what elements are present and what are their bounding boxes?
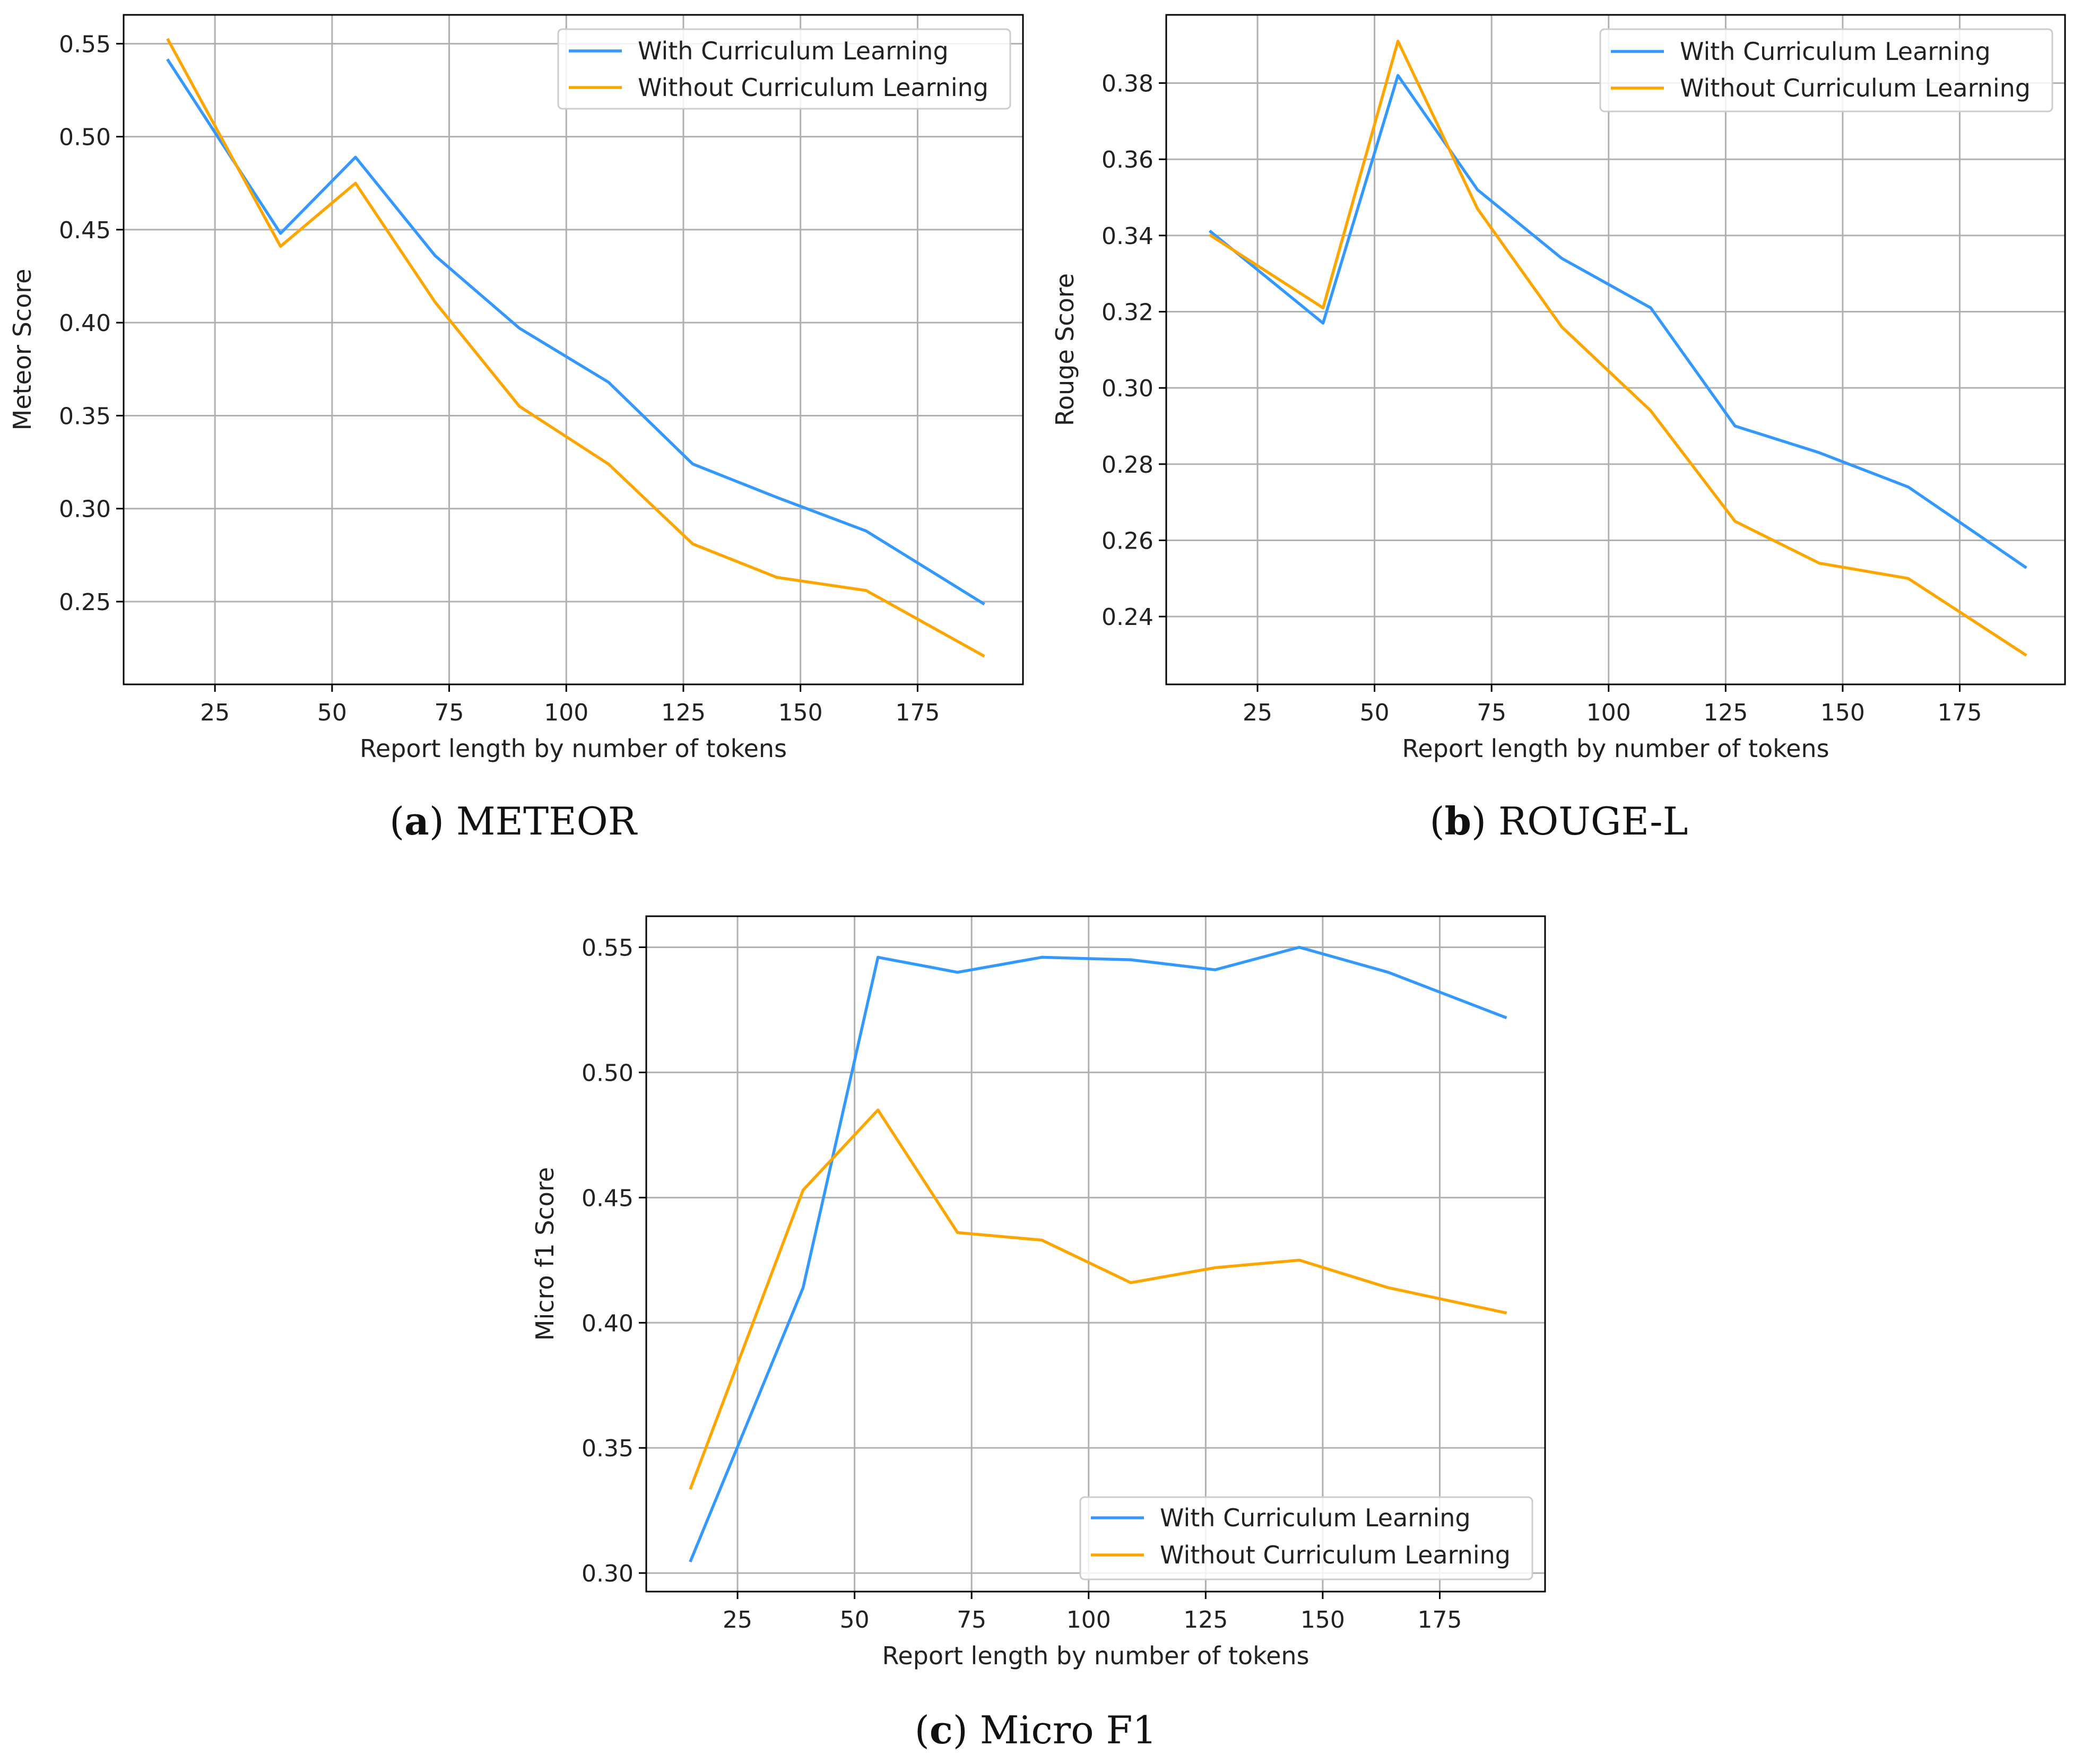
y-tick-label: 0.50	[582, 1059, 634, 1087]
y-tick-label: 0.25	[59, 589, 111, 616]
legend-label-with-curriculum: With Curriculum Learning	[1680, 37, 1991, 66]
caption-text: ROUGE-L	[1498, 799, 1688, 844]
micro-f1-chart: 25 50 75 100 125 150 175 0.30 0.35 0.40 0.45 0.50 0.…	[531, 915, 1546, 1670]
x-tick-label: 125	[661, 699, 706, 726]
caption-text: Micro F1	[979, 1708, 1157, 1752]
x-tick-label: 175	[895, 699, 940, 726]
y-tick-label: 0.32	[1101, 299, 1153, 326]
x-tick-label: 100	[1586, 699, 1631, 726]
x-tick-label: 75	[1477, 699, 1506, 726]
axes-frame	[1165, 14, 2066, 685]
x-tick-label: 150	[1300, 1606, 1345, 1633]
x-tick-label: 175	[1417, 1606, 1462, 1633]
x-tick-label: 25	[200, 699, 230, 726]
axes-frame	[645, 915, 1546, 1593]
x-axis-label: Report length by number of tokens	[360, 734, 787, 763]
caption-letter: b	[1444, 798, 1471, 844]
legend-box	[1599, 28, 2053, 112]
x-tick-label: 50	[840, 1606, 870, 1633]
series-line-with-curriculum	[689, 945, 1507, 1563]
x-tick-label: 175	[1937, 699, 1982, 726]
x-tick-label: 25	[1243, 699, 1272, 726]
series-line-with-curriculum	[166, 58, 985, 606]
legend: With Curriculum Learning Without Curricul…	[557, 28, 1011, 110]
legend: With Curriculum Learning Without Curricul…	[1599, 28, 2053, 112]
legend: With Curriculum Learning Without Curricul…	[1079, 1496, 1533, 1580]
x-axis-label: Report length by number of tokens	[1402, 734, 1829, 763]
series-line-with-curriculum	[1208, 74, 2027, 569]
caption-rouge-l: (b) ROUGE-L	[1429, 798, 1688, 844]
caption-micro-f1: (c) Micro F1	[914, 1707, 1157, 1752]
y-tick-label: 0.34	[1101, 223, 1153, 250]
meteor-chart: 25 50 75 100 125 150 175 0.25 0.30 0.35 0.40 0.45 0.…	[8, 14, 1024, 763]
y-tick-label: 0.36	[1101, 146, 1153, 173]
y-tick-label: 0.28	[1101, 451, 1153, 479]
y-tick-label: 0.55	[59, 31, 111, 58]
y-tick-label: 0.30	[59, 496, 111, 523]
y-tick-label: 0.30	[582, 1560, 634, 1587]
x-tick-label: 100	[1066, 1606, 1111, 1633]
x-tick-label: 125	[1703, 699, 1748, 726]
x-tick-label: 50	[1360, 699, 1390, 726]
x-tick-label: 150	[778, 699, 823, 726]
y-tick-label: 0.50	[59, 124, 111, 151]
series-line-without-curriculum	[166, 38, 985, 658]
series-line-without-curriculum	[689, 1108, 1507, 1490]
y-tick-label: 0.45	[582, 1185, 634, 1212]
y-tick-label: 0.30	[1101, 375, 1153, 402]
y-tick-label: 0.35	[582, 1435, 634, 1462]
series-line-without-curriculum	[1208, 39, 2027, 657]
legend-label-with-curriculum: With Curriculum Learning	[638, 37, 949, 65]
x-tick-label: 25	[723, 1606, 752, 1633]
x-tick-label: 125	[1183, 1606, 1228, 1633]
x-tick-label: 75	[957, 1606, 986, 1633]
caption-letter: a	[404, 798, 429, 844]
legend-label-without-curriculum: Without Curriculum Learning	[1680, 74, 2031, 102]
legend-label-without-curriculum: Without Curriculum Learning	[638, 73, 988, 102]
rouge-chart: 25 50 75 100 125 150 175 0.24 0.26 0.28 0.30 0.32 0.…	[1051, 14, 2066, 763]
y-tick-label: 0.24	[1101, 604, 1153, 631]
x-axis-label: Report length by number of tokens	[882, 1641, 1309, 1670]
caption-text: METEOR	[456, 799, 637, 844]
y-tick-label: 0.26	[1101, 527, 1153, 554]
caption-letter: c	[929, 1707, 953, 1752]
axes-frame	[123, 14, 1024, 685]
legend-label-without-curriculum: Without Curriculum Learning	[1160, 1541, 1511, 1569]
y-tick-label: 0.35	[59, 403, 111, 430]
y-tick-label: 0.45	[59, 217, 111, 244]
y-axis-label: Micro f1 Score	[531, 1167, 559, 1341]
x-tick-label: 100	[544, 699, 588, 726]
legend-box	[557, 28, 1011, 110]
y-axis-label: Rouge Score	[1051, 273, 1079, 426]
y-axis-label: Meteor Score	[8, 269, 37, 431]
legend-label-with-curriculum: With Curriculum Learning	[1160, 1504, 1471, 1532]
x-tick-label: 75	[435, 699, 464, 726]
y-tick-label: 0.40	[59, 310, 111, 337]
caption-meteor: (a) METEOR	[389, 798, 637, 844]
y-tick-label: 0.40	[582, 1310, 634, 1337]
x-tick-label: 150	[1820, 699, 1865, 726]
legend-box	[1079, 1496, 1533, 1580]
y-tick-label: 0.55	[582, 935, 634, 962]
x-tick-label: 50	[317, 699, 347, 726]
y-tick-label: 0.38	[1101, 71, 1153, 98]
